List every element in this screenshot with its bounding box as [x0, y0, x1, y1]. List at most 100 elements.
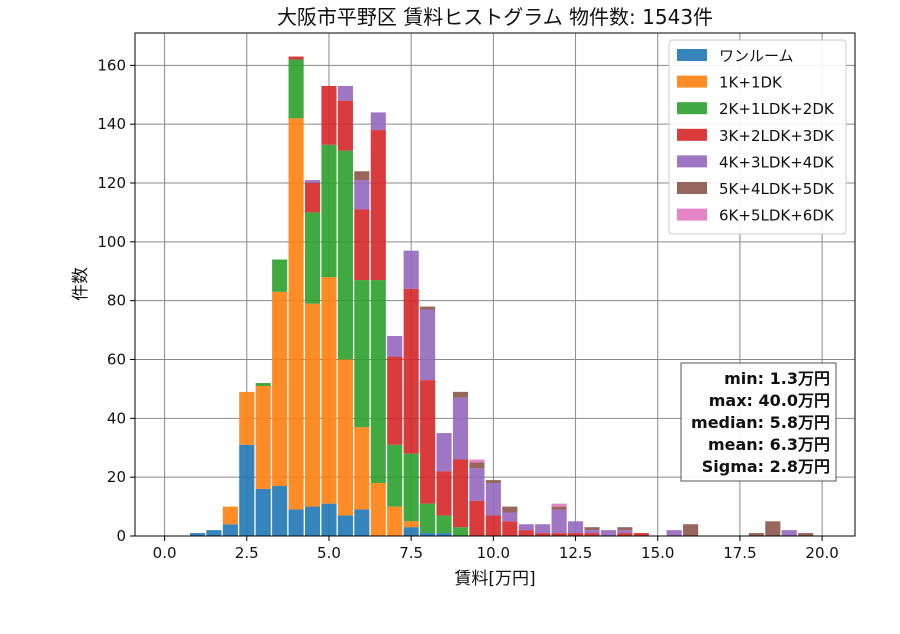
bar-segment — [403, 453, 419, 522]
stats-box: min: 1.3万円 max: 40.0万円 median: 5.8万円 mea… — [680, 362, 837, 482]
y-tick-label: 100 — [97, 233, 126, 251]
bar-segment — [321, 503, 337, 536]
legend-label: 6K+5LDK+6DK — [719, 207, 835, 225]
x-tick-label: 20.0 — [805, 544, 838, 562]
legend-swatch — [677, 128, 707, 141]
bar-segment — [798, 533, 814, 536]
bar-segment — [304, 183, 321, 213]
stats-max: max: 40.0万円 — [709, 391, 830, 410]
bar-segment — [436, 471, 452, 516]
bar-segment — [584, 527, 600, 531]
bar-segment — [387, 444, 403, 507]
bar-segment — [535, 533, 551, 536]
bar-segment — [354, 171, 370, 181]
legend-swatch — [677, 75, 707, 88]
bar-segment — [304, 212, 321, 304]
bar-segment — [420, 380, 436, 504]
bar-segment — [304, 303, 321, 507]
y-tick-label: 0 — [116, 527, 126, 545]
bar-segment — [436, 533, 452, 536]
bar-segment — [354, 180, 370, 210]
x-axis-label: 賃料[万円] — [454, 569, 535, 589]
bar-segment — [387, 356, 403, 445]
legend-swatch — [677, 182, 707, 194]
legend-label: 4K+3LDK+4DK — [719, 153, 835, 171]
bar-segment — [420, 309, 436, 381]
bar-segment — [272, 259, 288, 292]
legend: ワンルーム 1K+1DK 2K+1LDK+2DK 3K+2LDK+3DK 4K+3LDK… — [668, 39, 847, 235]
bar-segment — [337, 85, 353, 101]
bar-segment — [255, 385, 271, 489]
legend-label: 5K+4LDK+5DK — [719, 180, 835, 198]
y-tick-label: 80 — [107, 292, 126, 310]
y-tick-label: 60 — [107, 351, 126, 369]
y-tick-label: 120 — [97, 174, 126, 192]
x-tick-label: 12.5 — [559, 544, 592, 562]
bar-segment — [370, 112, 386, 131]
bar-segment — [485, 483, 501, 516]
bar-segment — [272, 485, 288, 536]
bar-segment — [321, 144, 337, 278]
bar-segment — [288, 509, 304, 536]
bar-segment — [189, 533, 206, 536]
bar-segment — [617, 527, 633, 531]
bar-segment — [567, 521, 584, 534]
bar-segment — [354, 427, 370, 510]
bar-segment — [436, 515, 452, 534]
bar-segment — [535, 524, 551, 534]
bar-segment — [748, 533, 764, 536]
x-axis: 0.0 2.5 5.0 7.5 10.0 12.5 15.0 17.5 20.0 — [153, 536, 839, 562]
y-tick-label: 20 — [107, 468, 126, 486]
plot-frame — [134, 32, 856, 537]
y-tick-label: 40 — [107, 409, 126, 427]
x-tick-label: 15.0 — [641, 544, 674, 562]
bar-segment — [617, 533, 633, 536]
bar-segment — [452, 397, 469, 460]
bar-segment — [781, 530, 797, 536]
stats-box-frame — [680, 362, 837, 482]
legend-swatch — [677, 102, 707, 115]
stats-median: median: 5.8万円 — [691, 413, 830, 432]
bar-segment — [403, 521, 419, 528]
bar-segment — [222, 524, 238, 536]
y-axis-label: 件数 — [71, 267, 91, 301]
x-tick-label: 2.5 — [235, 544, 259, 562]
x-tick-label: 17.5 — [723, 544, 756, 562]
bar-segment — [321, 85, 337, 145]
bar-segment — [354, 280, 370, 428]
bar-segment — [683, 524, 699, 536]
bar-segment — [370, 130, 386, 281]
bar-segment — [502, 506, 518, 513]
bar-segment — [337, 515, 353, 536]
bar-segment — [469, 459, 485, 463]
bar-segment — [518, 524, 534, 531]
bar-segment — [239, 391, 255, 445]
bar-segment — [321, 277, 337, 504]
bar-segment — [551, 503, 567, 507]
bar-segment — [567, 533, 584, 536]
legend-label: ワンルーム — [719, 47, 794, 65]
bar-segment — [420, 306, 436, 310]
bar-segment — [452, 459, 469, 528]
bar-segment — [337, 100, 353, 151]
bar-segment — [387, 506, 403, 536]
bar-segment — [452, 527, 469, 536]
bar-segment — [288, 118, 304, 510]
bar-segment — [666, 530, 682, 536]
legend-swatch — [677, 155, 707, 168]
bar-segment — [206, 530, 222, 536]
bar-segment — [765, 521, 781, 536]
bar-segment — [502, 521, 518, 536]
bar-segment — [584, 530, 600, 534]
bar-segment — [551, 533, 567, 536]
stats-min: min: 1.3万円 — [724, 369, 830, 388]
bar-segment — [502, 512, 518, 522]
bar-segment — [485, 480, 501, 484]
bar-segment — [469, 462, 485, 469]
bar-segment — [403, 527, 419, 536]
bar-segment — [551, 509, 567, 534]
legend-label: 1K+1DK — [719, 74, 783, 92]
bar-segment — [436, 433, 452, 472]
x-tick-label: 5.0 — [317, 544, 341, 562]
